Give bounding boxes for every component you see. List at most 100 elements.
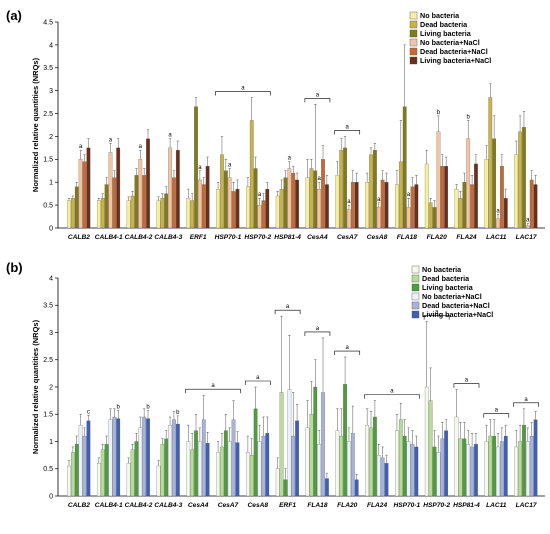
x-category-label: LAC17: [516, 502, 537, 509]
bar: [295, 179, 299, 229]
bar: [291, 435, 296, 497]
y-tick-label: 4: [49, 42, 53, 49]
bar: [253, 408, 258, 497]
bracket-label: a: [346, 345, 350, 351]
bar: [414, 184, 419, 229]
x-category-label: CesA4: [307, 234, 328, 241]
bar: [470, 184, 474, 229]
bar: [373, 416, 377, 497]
significance-letter: a: [139, 144, 143, 150]
legend-label: Dead bacteria: [420, 20, 468, 29]
bar: [428, 202, 433, 229]
x-category-label: LAC11: [486, 502, 507, 509]
bar: [503, 435, 508, 497]
x-category-label: ERF1: [279, 502, 296, 509]
bar: [354, 479, 359, 497]
legend-label: Dead bacteria+NaCl: [420, 47, 488, 56]
bar: [514, 154, 519, 229]
bar: [492, 435, 497, 497]
significance-bracket: [483, 413, 510, 418]
bar: [525, 225, 530, 229]
bar: [138, 159, 143, 229]
y-tick-label: 1.5: [43, 412, 53, 419]
bar: [156, 200, 161, 229]
bar: [146, 418, 150, 497]
bar: [275, 195, 280, 229]
legend-label: Living bacteria+NaCl: [422, 310, 493, 319]
bar: [335, 430, 340, 497]
significance-bracket: [364, 394, 420, 399]
bar: [287, 168, 292, 229]
bar: [474, 163, 478, 229]
panel-label: (a): [6, 8, 22, 23]
panel-label: (b): [6, 260, 23, 275]
y-tick-label: 3: [49, 330, 53, 337]
significance-bracket: [304, 331, 331, 336]
y-tick-label: 1.5: [43, 157, 53, 164]
y-tick-label: 3: [49, 88, 53, 95]
bar: [223, 170, 228, 229]
bar: [227, 441, 232, 497]
bar: [160, 444, 165, 497]
significance-letter: b: [117, 404, 121, 410]
significance-bracket: [215, 91, 271, 96]
significance-letter: a: [258, 192, 262, 198]
significance-bracket: [453, 383, 480, 388]
significance-letter: b: [467, 114, 471, 120]
bar: [325, 184, 329, 229]
bar: [454, 188, 459, 229]
y-tick-label: 2: [49, 134, 53, 141]
y-tick-label: 0.5: [43, 466, 53, 473]
bar: [175, 423, 180, 497]
legend-label: Living bacteria: [420, 29, 472, 38]
bar: [223, 430, 228, 497]
significance-letter: a: [377, 197, 381, 203]
bar: [216, 188, 220, 229]
bar: [522, 127, 526, 229]
legend-swatch: [409, 56, 418, 65]
bracket-label: a: [390, 389, 394, 395]
legend-swatch: [411, 310, 420, 319]
significance-bracket: [274, 309, 301, 315]
bar: [261, 200, 266, 229]
bar: [235, 188, 240, 229]
bar: [82, 161, 87, 229]
x-category-label: HSP70-1: [393, 502, 420, 509]
bar: [275, 468, 280, 497]
bar: [466, 138, 471, 229]
bracket-label: a: [316, 92, 320, 98]
bar: [134, 175, 139, 229]
y-tick-label: 4.5: [43, 19, 53, 26]
bar: [376, 207, 381, 229]
bar: [424, 386, 429, 497]
bar: [305, 177, 310, 229]
x-category-label: CALB4-3: [154, 234, 182, 241]
bar: [488, 435, 493, 497]
bar: [500, 166, 504, 229]
bar: [325, 478, 329, 497]
x-category-label: FLA18: [397, 234, 417, 241]
legend-label: No bacteria: [420, 11, 460, 20]
bar: [496, 446, 500, 497]
bar: [474, 444, 478, 497]
significance-bracket: [334, 130, 361, 135]
bar: [156, 465, 161, 497]
bar: [201, 184, 206, 229]
bar: [168, 425, 172, 497]
bar: [198, 441, 202, 497]
bar: [466, 444, 471, 497]
bar: [533, 184, 538, 229]
bar: [436, 131, 441, 229]
bar: [104, 184, 109, 229]
bar: [384, 463, 389, 497]
bar: [440, 166, 445, 229]
bar: [398, 161, 403, 229]
bar: [116, 147, 121, 229]
bar: [168, 147, 172, 229]
y-tick-label: 2.5: [43, 111, 53, 118]
bar: [500, 441, 504, 497]
legend-label: No bacteria+NaCl: [420, 38, 480, 47]
bar: [216, 452, 220, 497]
